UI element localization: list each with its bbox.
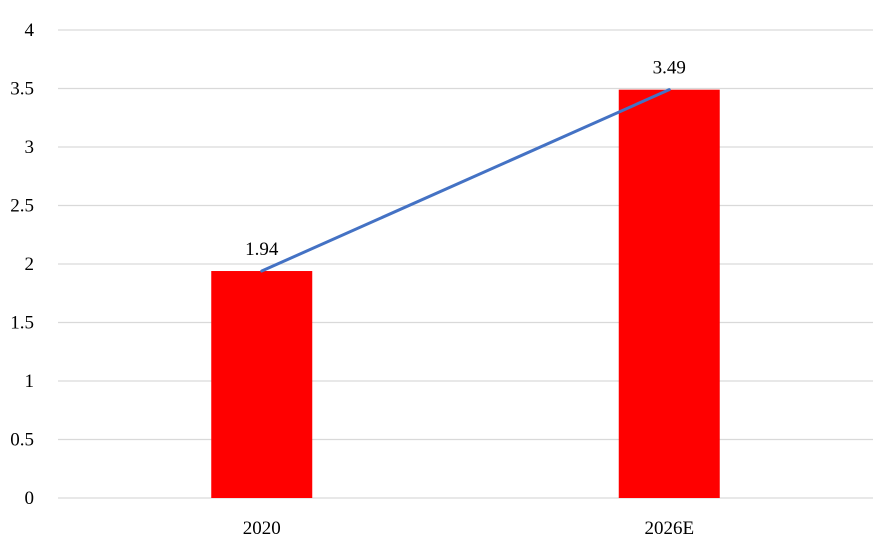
data-labels: 1.94 3.49 [245, 58, 686, 260]
x-tick-label: 2020 [243, 518, 281, 539]
y-axis-tick-labels: 0 0.5 1 1.5 2 2.5 3 3.5 4 [10, 20, 34, 509]
y-tick-label: 2.5 [10, 196, 34, 217]
x-axis-tick-labels: 2020 2026E [243, 518, 694, 539]
y-tick-label: 3 [25, 137, 35, 158]
y-tick-label: 1.5 [10, 313, 34, 334]
y-tick-label: 0.5 [10, 430, 34, 451]
y-tick-label: 2 [25, 254, 35, 275]
y-tick-label: 1 [25, 371, 35, 392]
data-label: 3.49 [653, 58, 686, 79]
bar [618, 89, 720, 499]
gridlines [58, 29, 873, 499]
y-tick-label: 4 [25, 20, 35, 41]
data-label: 1.94 [245, 239, 279, 260]
y-tick-label: 3.5 [10, 79, 34, 100]
trend-line [260, 88, 671, 273]
bars [211, 89, 720, 499]
bar [211, 271, 313, 498]
trend-line-layer [260, 88, 671, 273]
x-tick-label: 2026E [644, 518, 694, 539]
y-tick-label: 0 [25, 488, 35, 509]
